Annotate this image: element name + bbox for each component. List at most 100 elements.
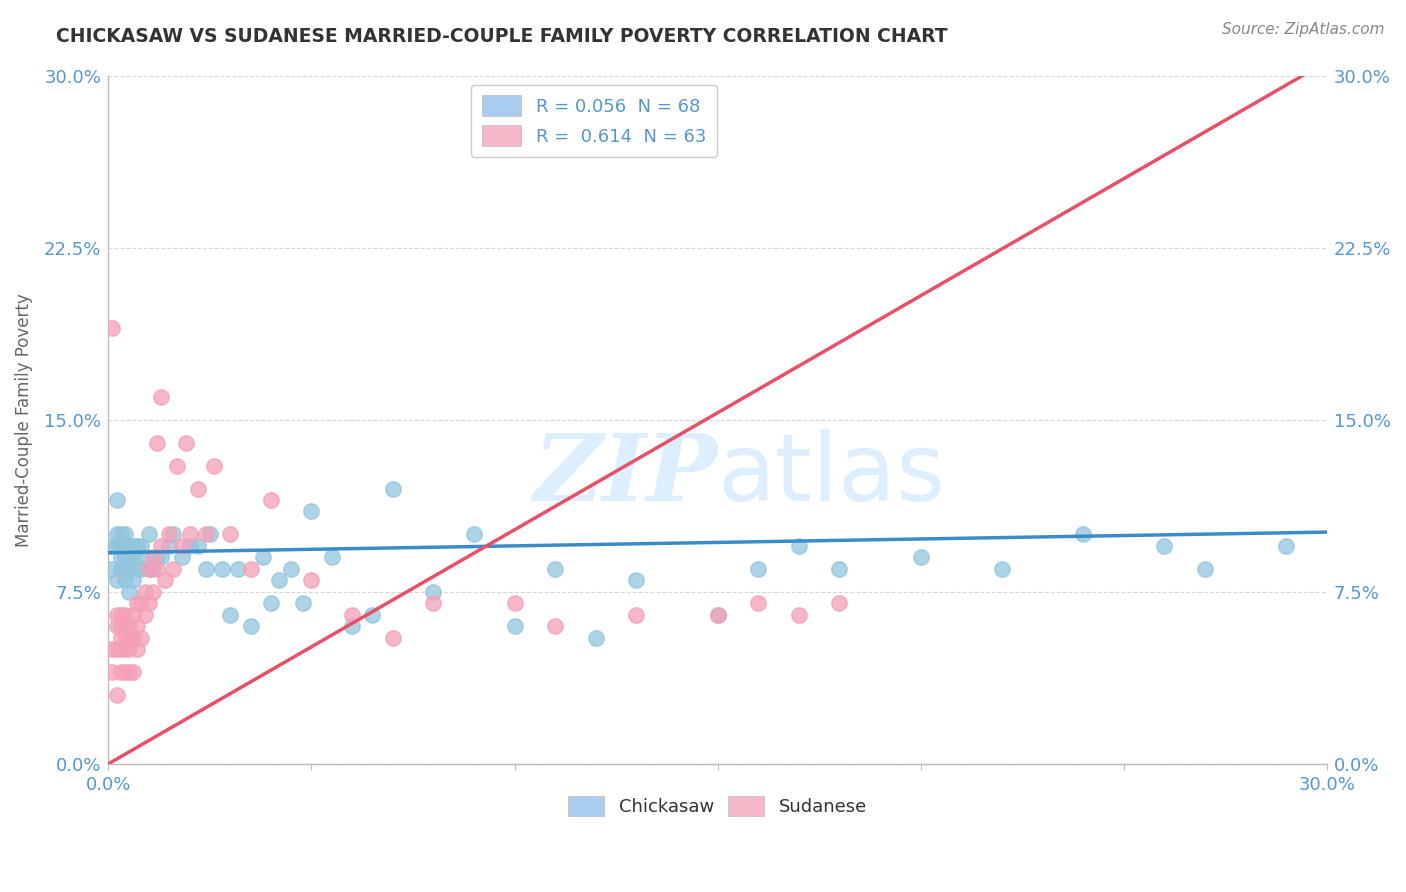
- Point: [544, 619, 567, 633]
- Point: [129, 596, 152, 610]
- Point: [110, 607, 132, 622]
- Point: [114, 607, 136, 622]
- Point: [134, 584, 156, 599]
- Point: [910, 550, 932, 565]
- Point: [162, 527, 184, 541]
- Point: [105, 527, 128, 541]
- Point: [187, 539, 209, 553]
- Point: [991, 562, 1014, 576]
- Point: [260, 596, 283, 610]
- Point: [114, 619, 136, 633]
- Point: [129, 631, 152, 645]
- Point: [110, 527, 132, 541]
- Point: [114, 527, 136, 541]
- Point: [118, 584, 141, 599]
- Point: [142, 584, 165, 599]
- Point: [503, 596, 526, 610]
- Point: [129, 562, 152, 576]
- Point: [706, 607, 728, 622]
- Point: [219, 527, 242, 541]
- Point: [198, 527, 221, 541]
- Point: [626, 607, 648, 622]
- Point: [1275, 539, 1298, 553]
- Point: [828, 562, 851, 576]
- Point: [155, 574, 177, 588]
- Point: [110, 631, 132, 645]
- Point: [129, 539, 152, 553]
- Point: [114, 665, 136, 679]
- Point: [138, 562, 160, 576]
- Point: [125, 539, 148, 553]
- Point: [101, 642, 124, 657]
- Point: [118, 665, 141, 679]
- Point: [110, 642, 132, 657]
- Point: [787, 607, 810, 622]
- Point: [260, 493, 283, 508]
- Text: ZIP: ZIP: [533, 430, 717, 520]
- Point: [121, 574, 143, 588]
- Point: [340, 607, 363, 622]
- Point: [187, 482, 209, 496]
- Point: [114, 550, 136, 565]
- Point: [121, 631, 143, 645]
- Point: [463, 527, 485, 541]
- Point: [787, 539, 810, 553]
- Point: [110, 665, 132, 679]
- Point: [340, 619, 363, 633]
- Point: [202, 458, 225, 473]
- Point: [150, 539, 173, 553]
- Point: [118, 619, 141, 633]
- Point: [105, 493, 128, 508]
- Point: [138, 527, 160, 541]
- Point: [239, 562, 262, 576]
- Point: [179, 539, 201, 553]
- Point: [101, 562, 124, 576]
- Legend: Chickasaw, Sudanese: Chickasaw, Sudanese: [561, 789, 875, 823]
- Point: [747, 562, 769, 576]
- Point: [110, 619, 132, 633]
- Point: [118, 562, 141, 576]
- Point: [252, 550, 274, 565]
- Point: [105, 539, 128, 553]
- Point: [150, 390, 173, 404]
- Point: [118, 631, 141, 645]
- Point: [110, 562, 132, 576]
- Point: [179, 527, 201, 541]
- Point: [101, 665, 124, 679]
- Point: [138, 562, 160, 576]
- Point: [422, 596, 444, 610]
- Point: [146, 562, 169, 576]
- Point: [105, 607, 128, 622]
- Point: [1194, 562, 1216, 576]
- Point: [121, 550, 143, 565]
- Point: [125, 562, 148, 576]
- Point: [301, 504, 323, 518]
- Text: atlas: atlas: [717, 429, 946, 521]
- Point: [110, 539, 132, 553]
- Point: [114, 562, 136, 576]
- Point: [114, 642, 136, 657]
- Point: [105, 574, 128, 588]
- Point: [706, 607, 728, 622]
- Point: [125, 596, 148, 610]
- Point: [267, 574, 290, 588]
- Point: [1153, 539, 1175, 553]
- Y-axis label: Married-Couple Family Poverty: Married-Couple Family Poverty: [15, 293, 32, 547]
- Point: [138, 596, 160, 610]
- Point: [381, 482, 404, 496]
- Point: [166, 458, 188, 473]
- Point: [114, 574, 136, 588]
- Point: [157, 539, 180, 553]
- Point: [381, 631, 404, 645]
- Point: [162, 562, 184, 576]
- Point: [174, 435, 197, 450]
- Point: [121, 665, 143, 679]
- Point: [828, 596, 851, 610]
- Point: [121, 539, 143, 553]
- Point: [361, 607, 384, 622]
- Point: [228, 562, 250, 576]
- Point: [142, 550, 165, 565]
- Point: [585, 631, 607, 645]
- Point: [105, 619, 128, 633]
- Point: [544, 562, 567, 576]
